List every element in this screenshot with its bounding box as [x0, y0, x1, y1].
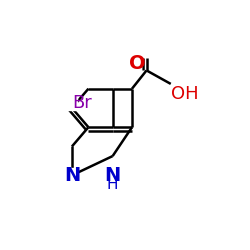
Text: N: N	[64, 166, 80, 185]
Bar	[109, 178, 116, 192]
Bar	[166, 86, 176, 101]
Bar	[109, 168, 116, 183]
Bar	[66, 96, 77, 110]
Bar	[68, 168, 76, 183]
Text: H: H	[107, 178, 118, 192]
Text: Br: Br	[72, 94, 92, 112]
Text: N: N	[104, 166, 121, 185]
Text: O: O	[128, 54, 145, 73]
Bar	[133, 56, 140, 71]
Text: OH: OH	[171, 84, 198, 102]
